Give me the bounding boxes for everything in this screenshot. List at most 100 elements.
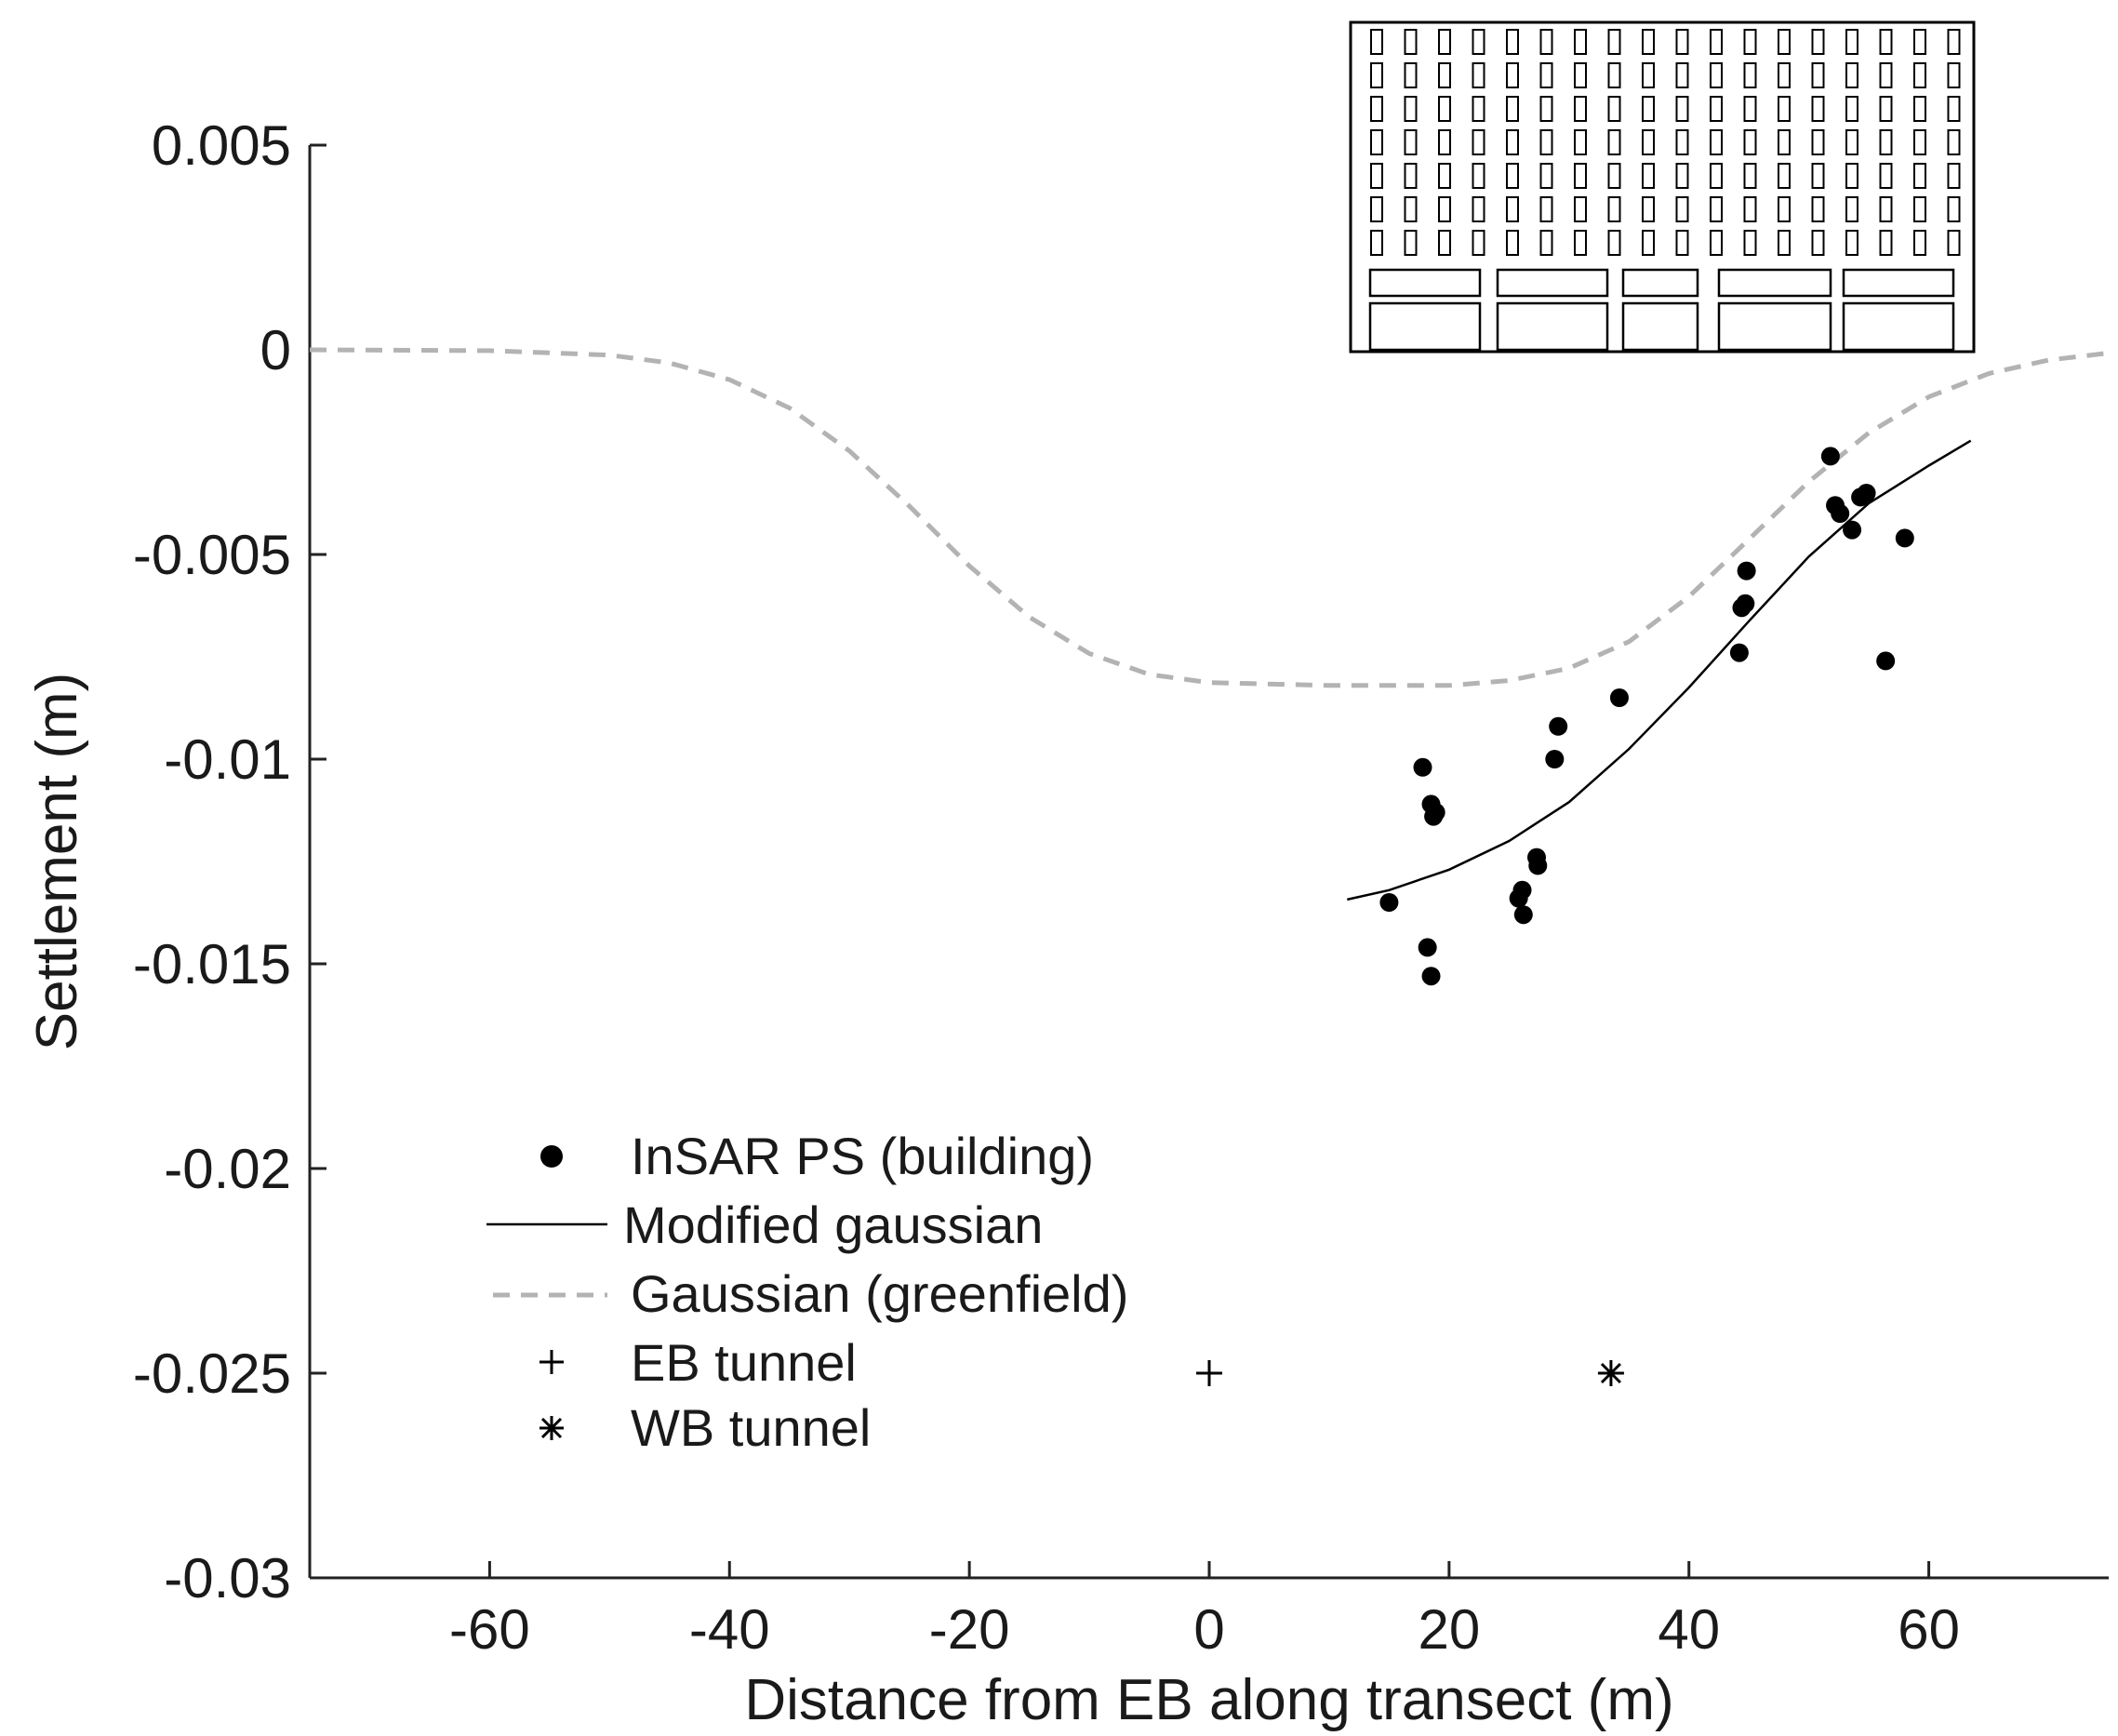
building-window [1574,96,1587,122]
building-window [1472,29,1485,55]
building-window [1879,230,1893,256]
building-window [1642,96,1655,122]
insar-point [1545,750,1565,768]
insar-point [1895,528,1914,548]
greenfield-curve [309,347,2110,688]
building-window [1845,196,1858,222]
building-window [1574,196,1587,222]
x-tick-label: 60 [1898,1598,1960,1661]
building-window [1778,96,1791,122]
building-window [1913,230,1926,256]
building-transom [1368,268,1482,298]
x-ticks: -60 -40 -20 0 20 40 60 [449,1561,1960,1661]
building-window [1743,230,1757,256]
building-window [1539,96,1553,122]
building-window [1778,196,1791,222]
building-window [1743,29,1757,55]
insar-point [1413,757,1432,777]
building-window [1539,29,1553,55]
building-window [1778,62,1791,88]
building-ground-bay [1717,301,1832,352]
y-tick-label: -0.025 [133,1342,291,1405]
insar-point [1528,856,1548,875]
y-tick-label: 0.005 [152,114,291,177]
building-window [1913,96,1926,122]
x-tick-label: -60 [449,1598,530,1661]
building-window [1472,230,1485,256]
building-window [1845,129,1858,155]
building-window [1811,96,1825,122]
building-window [1675,230,1689,256]
building-window [1438,96,1451,122]
insar-point [1426,803,1445,822]
x-tick-label: 40 [1658,1598,1720,1661]
eb-tunnel-marker [1196,1360,1222,1386]
x-tick-label: -20 [929,1598,1010,1661]
building-window [1574,29,1587,55]
building-transom [1496,268,1609,298]
building-window [1879,62,1893,88]
legend-marker-wb [539,1416,564,1440]
building-window [1947,129,1961,155]
building-window [1607,96,1621,122]
building-window [1879,196,1893,222]
building-window [1404,62,1418,88]
building-window [1370,163,1383,189]
building-ground-bay [1368,301,1482,352]
building-window [1778,163,1791,189]
series-insar-ps [1379,447,1914,986]
insar-point [1729,643,1749,662]
insar-point [1737,561,1756,581]
legend: InSAR PS (building) Modified gaussian Ga… [486,1127,1128,1457]
building-window [1710,196,1723,222]
building-window [1778,129,1791,155]
legend-label-greenfield: Gaussian (greenfield) [631,1264,1128,1323]
building-window [1642,163,1655,189]
building-window [1506,96,1519,122]
building-window [1743,196,1757,222]
building-window [1845,29,1858,55]
insar-point [1609,688,1629,707]
x-tick-label: -40 [689,1598,770,1661]
building-window [1947,163,1961,189]
building-window [1404,163,1418,189]
building-window [1913,196,1926,222]
y-tick-label: -0.005 [133,524,291,586]
building-window [1404,29,1418,55]
building-window [1539,62,1553,88]
y-tick-label: -0.015 [133,933,291,995]
building-transom [1717,268,1832,298]
y-axis-label: Settlement (m) [25,673,89,1051]
building-ground-bay [1621,301,1699,352]
building-window [1778,230,1791,256]
building-window [1642,129,1655,155]
building-window [1710,163,1723,189]
building-window [1438,29,1451,55]
building-window [1743,62,1757,88]
building-window [1710,29,1723,55]
insar-point [1549,716,1568,736]
building-window [1811,62,1825,88]
building-window [1642,29,1655,55]
building-window [1370,62,1383,88]
building-window [1472,163,1485,189]
building-window [1539,129,1553,155]
insar-point [1857,484,1876,502]
legend-label-modified: Modified gaussian [623,1195,1043,1254]
building-ground-bay [1842,301,1955,352]
building-window [1539,196,1553,222]
building-window [1404,96,1418,122]
building-window [1607,196,1621,222]
y-tick-label: -0.02 [164,1138,291,1200]
legend-label-insar: InSAR PS (building) [631,1127,1094,1185]
building-icon [1349,20,1976,354]
building-window [1404,230,1418,256]
insar-point [1512,880,1532,900]
building-window [1539,230,1553,256]
building-window [1913,62,1926,88]
building-transom [1842,268,1955,298]
insar-point [1820,447,1840,466]
building-window [1438,230,1451,256]
building-window [1675,29,1689,55]
